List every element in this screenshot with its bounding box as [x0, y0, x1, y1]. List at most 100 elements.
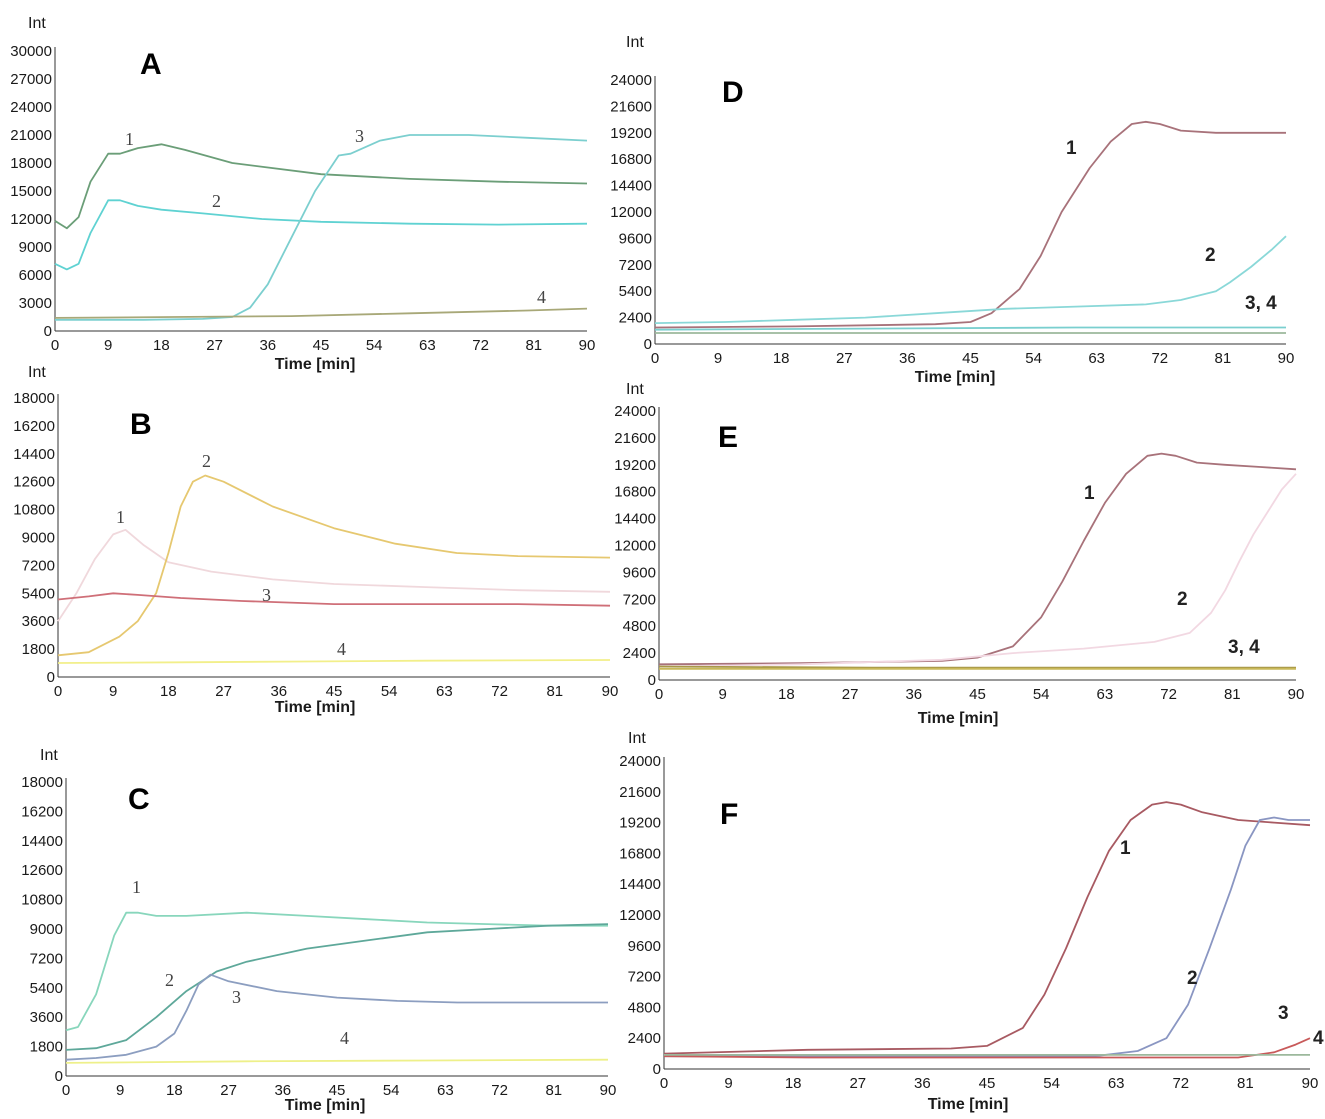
- curve-label: 4: [340, 1028, 349, 1048]
- curve-label: 2: [212, 191, 221, 211]
- y-axis-label: Int: [626, 34, 644, 51]
- x-tick-label: 81: [546, 683, 563, 700]
- panel-a: 3000027000240002100018000150001200090006…: [10, 15, 595, 373]
- y-tick-label: 19200: [614, 457, 656, 474]
- y-tick-label: 24000: [619, 753, 661, 770]
- x-tick-label: 9: [724, 1075, 732, 1092]
- y-tick-label: 18000: [21, 774, 63, 791]
- x-tick-label: 81: [1215, 350, 1232, 367]
- x-tick-label: 81: [525, 337, 542, 354]
- panel-title: A: [140, 48, 162, 81]
- series-line-1: [65, 911, 608, 1032]
- y-tick-label: 3000: [19, 295, 52, 312]
- series-line-4: [65, 1058, 609, 1064]
- series-line-3: [654, 326, 1286, 331]
- panel-title: F: [720, 798, 738, 831]
- y-tick-label: 0: [47, 669, 55, 686]
- y-tick-label: 0: [55, 1068, 63, 1085]
- y-tick-label: 3600: [30, 1009, 63, 1026]
- x-tick-label: 9: [116, 1082, 124, 1099]
- x-tick-label: 63: [1088, 350, 1105, 367]
- y-tick-label: 7200: [30, 950, 63, 967]
- x-tick-label: 27: [849, 1075, 866, 1092]
- x-tick-label: 0: [54, 683, 62, 700]
- y-tick-label: 12600: [21, 862, 63, 879]
- x-tick-label: 18: [778, 686, 795, 703]
- curve-label: 4: [337, 639, 346, 659]
- series-line-1: [663, 801, 1311, 1055]
- y-axis-label: Int: [28, 15, 46, 32]
- y-tick-label: 0: [648, 672, 656, 689]
- x-axis-label: Time [min]: [285, 1097, 366, 1114]
- x-tick-label: 72: [1172, 1075, 1189, 1092]
- x-tick-label: 36: [259, 337, 276, 354]
- x-tick-label: 63: [1108, 1075, 1125, 1092]
- y-tick-label: 6000: [19, 267, 52, 284]
- x-tick-label: 0: [51, 337, 59, 354]
- y-tick-label: 12600: [13, 474, 55, 491]
- curve-label: 2: [202, 451, 211, 471]
- curve-label: 2: [1187, 968, 1198, 989]
- x-tick-label: 81: [1224, 686, 1241, 703]
- x-tick-label: 45: [326, 683, 343, 700]
- panel-c: 1800016200144001260010800900072005400360…: [21, 747, 616, 1114]
- series-line-1: [658, 452, 1297, 666]
- y-tick-label: 7200: [22, 557, 55, 574]
- curve-label: 3: [262, 585, 271, 605]
- y-tick-label: 16800: [614, 484, 656, 501]
- x-tick-label: 18: [153, 337, 170, 354]
- curve-label: 1: [1066, 138, 1077, 159]
- curve-label: 2: [1177, 589, 1188, 610]
- x-tick-label: 0: [660, 1075, 668, 1092]
- curve-label: 3, 4: [1228, 637, 1260, 658]
- x-tick-label: 18: [166, 1082, 183, 1099]
- y-tick-label: 30000: [10, 43, 52, 60]
- x-tick-label: 63: [436, 683, 453, 700]
- panel-title: B: [130, 408, 152, 441]
- y-tick-label: 14400: [13, 446, 55, 463]
- x-tick-label: 36: [914, 1075, 931, 1092]
- y-tick-label: 21600: [619, 784, 661, 801]
- panel-b: 1800016200144001260010800900072005400360…: [13, 364, 618, 716]
- series-line-2: [664, 816, 1310, 1058]
- y-tick-label: 14400: [614, 511, 656, 528]
- x-tick-label: 36: [899, 350, 916, 367]
- x-tick-label: 0: [62, 1082, 70, 1099]
- y-tick-label: 1800: [30, 1039, 63, 1056]
- x-tick-label: 63: [437, 1082, 454, 1099]
- y-tick-label: 5400: [30, 980, 63, 997]
- x-tick-label: 0: [655, 686, 663, 703]
- x-tick-label: 72: [1160, 686, 1177, 703]
- y-tick-label: 21000: [10, 127, 52, 144]
- x-tick-label: 54: [383, 1082, 400, 1099]
- y-tick-label: 5400: [619, 283, 652, 300]
- y-tick-label: 0: [653, 1061, 661, 1078]
- x-tick-label: 90: [1278, 350, 1295, 367]
- series-line-1: [54, 143, 588, 230]
- x-tick-label: 54: [1043, 1075, 1060, 1092]
- series-line-3: [57, 592, 611, 607]
- x-tick-label: 54: [366, 337, 383, 354]
- x-tick-label: 9: [714, 350, 722, 367]
- y-tick-label: 9000: [19, 239, 52, 256]
- x-tick-label: 54: [1033, 686, 1050, 703]
- y-tick-label: 10800: [13, 502, 55, 519]
- panel-title: C: [128, 783, 150, 816]
- panel-d: 2400021600192001680014400120009600720054…: [610, 34, 1294, 386]
- x-tick-label: 27: [842, 686, 859, 703]
- x-tick-label: 63: [1097, 686, 1114, 703]
- curve-label: 4: [537, 287, 546, 307]
- series-line-1: [57, 528, 611, 622]
- x-tick-label: 45: [979, 1075, 996, 1092]
- series-line-2: [65, 923, 609, 1051]
- y-tick-label: 9000: [22, 530, 55, 547]
- y-tick-label: 16200: [13, 418, 55, 435]
- y-tick-label: 15000: [10, 183, 52, 200]
- curve-label: 4: [1313, 1028, 1324, 1049]
- series-line-4: [54, 307, 588, 319]
- series-line-3: [663, 1037, 1311, 1059]
- x-tick-label: 27: [836, 350, 853, 367]
- y-tick-label: 2400: [623, 645, 656, 662]
- x-tick-label: 36: [905, 686, 922, 703]
- y-tick-label: 14400: [619, 876, 661, 893]
